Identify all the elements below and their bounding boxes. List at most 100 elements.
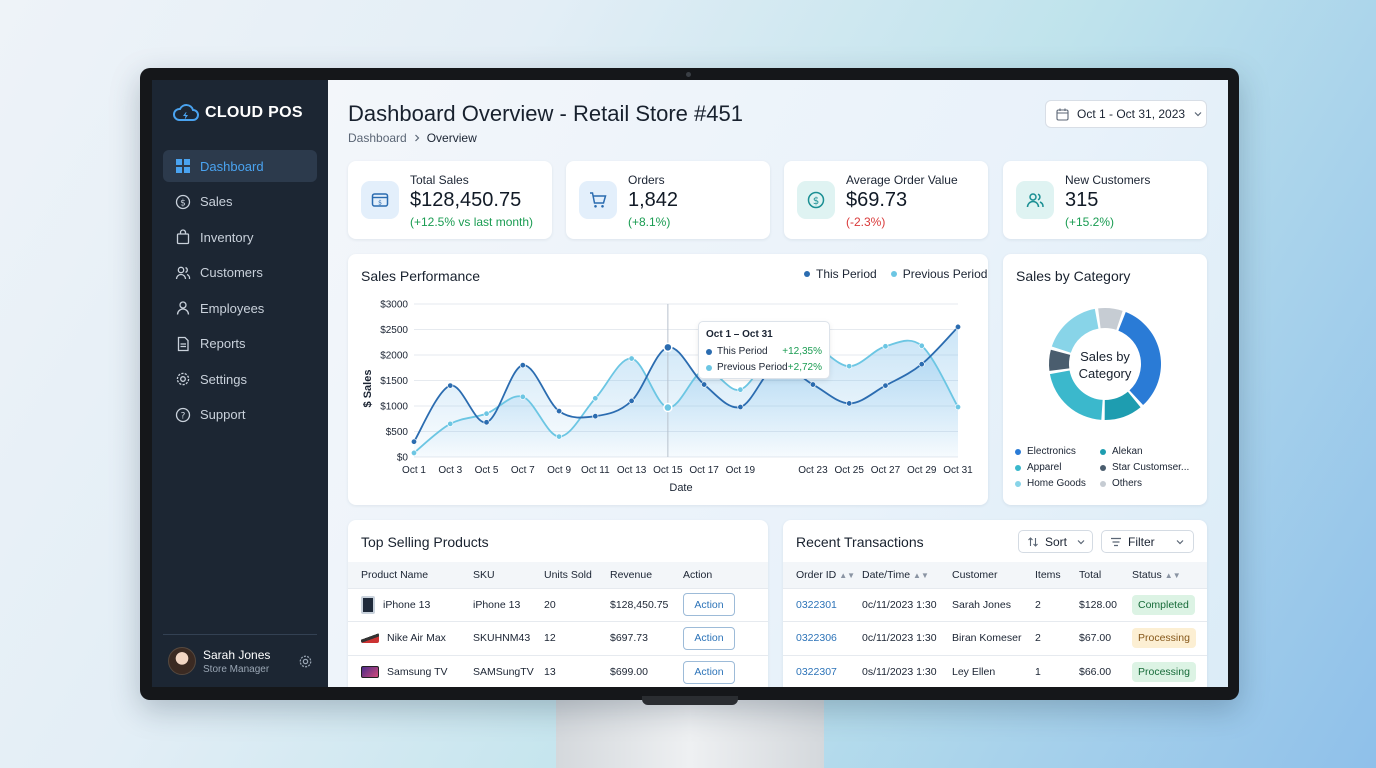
series-line-this-period[interactable] <box>413 326 959 443</box>
table-row[interactable]: 0322301 0c/11/2023 1:30 Sarah Jones 2 $1… <box>783 587 1207 622</box>
legend-item[interactable]: Electronics <box>1015 446 1100 457</box>
col-units-sold: Units Sold <box>544 562 610 588</box>
sidebar-item-employees[interactable]: Employees <box>163 292 317 324</box>
col-order-id-label: Order ID <box>796 568 837 581</box>
legend-item[interactable]: Home Goods <box>1015 478 1100 489</box>
col-sku: SKU <box>473 562 544 588</box>
donut-slice[interactable] <box>1098 308 1123 330</box>
donut-slice[interactable] <box>1049 370 1103 420</box>
user-profile[interactable]: Sarah Jones Store Manager <box>163 634 317 675</box>
sidebar-item-inventory[interactable]: Inventory <box>163 221 317 253</box>
table-row[interactable]: 0322306 0c/11/2023 1:30 Biran Komeser 2 … <box>783 621 1207 655</box>
kpi-card-average-order-value[interactable]: $ Average Order Value $69.73 (-2.3%) <box>784 161 988 239</box>
col-date-time[interactable]: Date/Time ▲▼ <box>862 562 952 588</box>
kpi-card-total-sales[interactable]: $ Total Sales $128,450.75 (+12.5% vs las… <box>348 161 552 239</box>
legend-item[interactable]: Apparel <box>1015 462 1100 473</box>
col-order-id[interactable]: Order ID ▲▼ <box>783 562 862 588</box>
data-point[interactable] <box>519 393 526 400</box>
data-point[interactable] <box>483 410 490 417</box>
table-row[interactable]: Samsung TV SAMSungTV 13 $699.00 Action <box>348 654 768 687</box>
data-point[interactable] <box>519 362 526 369</box>
donut-slice[interactable] <box>1104 391 1141 420</box>
table-row[interactable]: 0322307 0s/11/2023 1:30 Ley Ellen 1 $66.… <box>783 654 1207 687</box>
chevron-down-icon <box>1077 539 1085 544</box>
legend-this-period[interactable]: This Period <box>816 267 877 281</box>
col-status[interactable]: Status ▲▼ <box>1132 562 1207 588</box>
data-point[interactable] <box>663 342 673 353</box>
brand[interactable]: CLOUD POS <box>172 102 303 124</box>
donut-slice[interactable] <box>1118 311 1161 406</box>
data-point[interactable] <box>447 420 454 427</box>
sales-line-chart[interactable]: $0 $500 $1000 $1500 $2000 $2500 $3000 Oct 1 Oct … <box>348 254 988 505</box>
action-button[interactable]: Action <box>683 660 735 684</box>
data-point[interactable] <box>918 361 925 368</box>
sidebar-item-settings[interactable]: Settings <box>163 363 317 395</box>
data-point[interactable] <box>701 381 708 388</box>
kpi-card-orders[interactable]: Orders 1,842 (+8.1%) <box>566 161 770 239</box>
data-point[interactable] <box>447 382 454 389</box>
category-donut-chart[interactable] <box>1003 254 1207 505</box>
col-total: Total <box>1079 562 1132 588</box>
table-row[interactable]: iPhone 13 iPhone 13 20 $128,450.75 Actio… <box>348 587 768 622</box>
monitor-stand <box>556 698 824 768</box>
data-point[interactable] <box>882 343 889 350</box>
legend-item[interactable]: Others <box>1100 478 1200 489</box>
data-point[interactable] <box>592 395 599 402</box>
data-point[interactable] <box>410 438 417 445</box>
kpi-icon-bg: $ <box>797 181 835 219</box>
data-point[interactable] <box>809 381 816 388</box>
sort-arrows-icon: ▲▼ <box>913 570 929 580</box>
data-point[interactable] <box>737 404 744 411</box>
sidebar-item-reports[interactable]: Reports <box>163 328 317 360</box>
legend-previous-period[interactable]: Previous Period <box>902 267 988 281</box>
app-screen: CLOUD POS Dashboard $ Sales Inventory Cu… <box>152 80 1228 687</box>
data-point[interactable] <box>954 323 961 330</box>
sidebar-item-label: Sales <box>200 194 233 209</box>
action-button[interactable]: Action <box>683 593 735 617</box>
data-point[interactable] <box>846 400 853 407</box>
data-point[interactable] <box>846 363 853 370</box>
date-range-picker[interactable]: Oct 1 - Oct 31, 2023 <box>1045 100 1207 128</box>
file-icon <box>177 336 189 351</box>
donut-slice[interactable] <box>1049 349 1071 371</box>
data-point[interactable] <box>628 355 635 362</box>
x-tick-label: Oct 15 <box>653 465 683 476</box>
legend-item[interactable]: Alekan <box>1100 446 1200 457</box>
data-point[interactable] <box>663 402 673 413</box>
data-point[interactable] <box>737 386 744 393</box>
gear-icon[interactable] <box>298 654 313 669</box>
table-row[interactable]: Nike Air Max SKUHNM43 12 $697.73 Action <box>348 621 768 655</box>
x-tick-label: Oct 9 <box>547 465 571 476</box>
legend-dot <box>1100 480 1106 487</box>
order-id-link[interactable]: 0322306 <box>796 632 837 645</box>
sort-button[interactable]: Sort <box>1018 530 1093 553</box>
filter-button[interactable]: Filter <box>1101 530 1194 553</box>
data-point[interactable] <box>556 433 563 440</box>
donut-slice[interactable] <box>1051 308 1099 353</box>
data-point[interactable] <box>882 382 889 389</box>
sidebar-item-customers[interactable]: Customers <box>163 257 317 289</box>
top-products-card: Top Selling Products Product Name SKU Un… <box>348 520 768 687</box>
legend-item[interactable]: Star Customser... <box>1100 462 1200 473</box>
data-point[interactable] <box>954 404 961 411</box>
order-date: 0c/11/2023 1:30 <box>862 587 952 622</box>
action-button[interactable]: Action <box>683 626 735 650</box>
order-id-link[interactable]: 0322307 <box>796 666 837 678</box>
sidebar-item-support[interactable]: ? Support <box>163 399 317 431</box>
data-point[interactable] <box>918 342 925 349</box>
breadcrumb-dashboard[interactable]: Dashboard <box>348 131 407 145</box>
data-point[interactable] <box>628 397 635 404</box>
avatar[interactable] <box>168 647 196 675</box>
order-id-link[interactable]: 0322301 <box>796 598 837 611</box>
sidebar-item-dashboard[interactable]: Dashboard <box>163 150 317 182</box>
bag-icon <box>176 229 190 245</box>
data-point[interactable] <box>410 449 417 456</box>
top-products-table: Product Name SKU Units Sold Revenue Acti… <box>348 562 768 687</box>
legend-label: Others <box>1112 478 1143 489</box>
sidebar-item-sales[interactable]: $ Sales <box>163 186 317 218</box>
data-point[interactable] <box>592 413 599 420</box>
data-point[interactable] <box>483 419 490 426</box>
kpi-card-new-customers[interactable]: New Customers 315 (+15.2%) <box>1003 161 1207 239</box>
data-point[interactable] <box>556 408 563 415</box>
series-line-previous-period[interactable] <box>413 339 959 454</box>
